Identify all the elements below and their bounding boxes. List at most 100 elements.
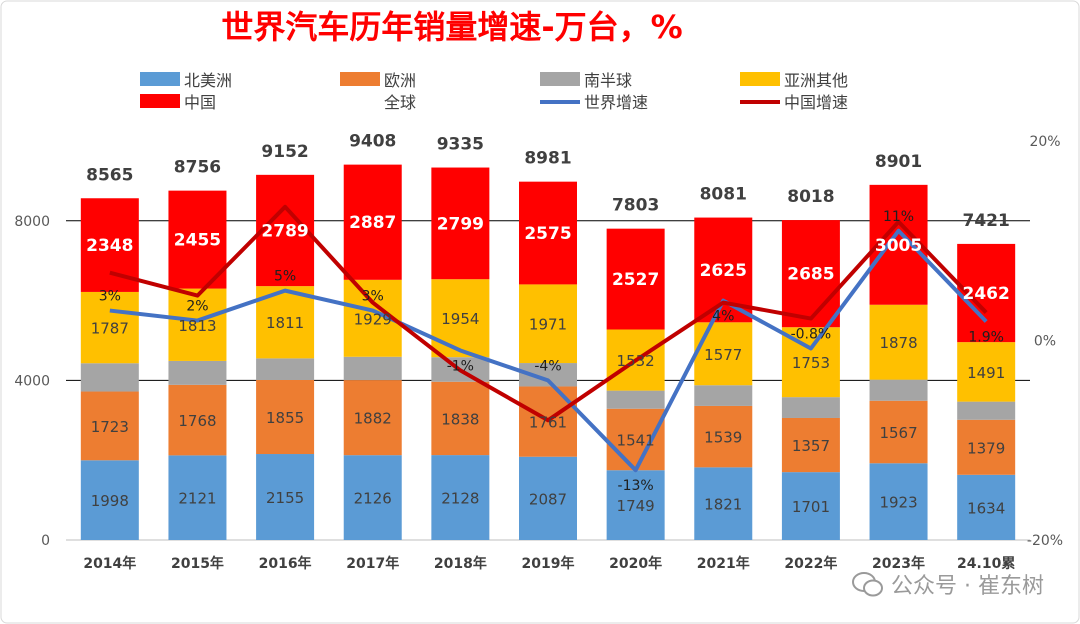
- legend-label: 南半球: [584, 71, 632, 90]
- bar-亚洲其他: [168, 288, 227, 361]
- bar-北美洲: [80, 460, 139, 540]
- bar-北美洲: [957, 474, 1016, 540]
- bar-value-label: 2087: [529, 490, 567, 508]
- total-label: 9152: [261, 142, 308, 162]
- bar-欧洲: [168, 384, 227, 456]
- bar-欧洲: [431, 381, 490, 456]
- bar-中国: [431, 167, 490, 280]
- growth-label: 2%: [186, 299, 208, 315]
- bar-value-label: 1838: [441, 410, 479, 428]
- total-label: 8565: [86, 165, 133, 185]
- watermark: 公众号 · 崔东树: [851, 568, 1044, 600]
- bar-value-label: 1753: [792, 354, 830, 372]
- bar-value-label: 2799: [437, 214, 484, 234]
- bar-value-label: 2348: [86, 236, 133, 256]
- growth-label: 11%: [883, 209, 914, 225]
- bar-北美洲: [694, 467, 753, 540]
- line-中国增速: [109, 204, 988, 423]
- bar-北美洲: [431, 455, 490, 540]
- y2-tick-label: 20%: [1029, 134, 1060, 150]
- bar-value-label: 1357: [792, 437, 830, 455]
- bar-value-label: 1882: [354, 410, 392, 428]
- bar-value-label: 1813: [178, 317, 216, 335]
- total-label: 9335: [437, 135, 484, 155]
- line-世界增速: [109, 228, 988, 473]
- total-label: 8081: [700, 185, 747, 205]
- bar-value-label: 2527: [612, 270, 659, 290]
- bar-南半球: [80, 363, 139, 392]
- growth-label: 3%: [362, 289, 384, 305]
- x-tick-label: 2023年: [872, 555, 925, 572]
- bar-value-label: 1749: [617, 497, 655, 515]
- bar-中国: [168, 190, 227, 289]
- bar-value-label: 2121: [178, 490, 216, 508]
- bar-value-label: 3005: [875, 236, 922, 256]
- growth-label: -13%: [618, 478, 654, 494]
- legend-label: 亚洲其他: [784, 71, 848, 90]
- bar-南半球: [606, 390, 665, 409]
- legend-label: 世界增速: [584, 93, 648, 112]
- bar-value-label: 1761: [529, 414, 567, 432]
- bar-value-label: 2462: [963, 284, 1010, 304]
- y-tick-label: 0: [41, 533, 50, 549]
- bar-欧洲: [694, 405, 753, 468]
- bar-欧洲: [80, 391, 139, 461]
- bar-value-label: 1768: [178, 412, 216, 430]
- legend-swatch: [140, 72, 180, 86]
- bar-value-label: 2128: [441, 490, 479, 508]
- bar-value-label: 1379: [967, 439, 1005, 457]
- bar-北美洲: [606, 470, 665, 540]
- bar-value-label: 2625: [700, 261, 747, 281]
- total-label: 8756: [174, 158, 221, 178]
- growth-label: 1.9%: [968, 330, 1004, 346]
- y2-tick-label: 0%: [1034, 334, 1056, 350]
- growth-label: 3%: [99, 289, 121, 305]
- x-tick-label: 2022年: [784, 555, 837, 572]
- bar-value-label: 2887: [349, 213, 396, 233]
- watermark-text: 公众号 · 崔东树: [891, 574, 1044, 599]
- axes: 0 4000 8000 -20% 0% 20% 2014年 2015年 2016年 2017年 20…: [14, 134, 1063, 572]
- bar-中国: [519, 181, 577, 285]
- bar-value-label: 1923: [879, 494, 917, 512]
- bar-北美洲: [343, 455, 402, 540]
- bar-value-label: 1998: [91, 492, 129, 510]
- bar-value-label: 1567: [879, 424, 917, 442]
- growth-label: -1%: [447, 358, 474, 374]
- bar-value-label: 1539: [704, 429, 742, 447]
- bar-欧洲: [957, 419, 1016, 475]
- total-label: 7421: [963, 211, 1010, 231]
- growth-label: 5%: [274, 269, 296, 285]
- bar-value-label: 1855: [266, 409, 304, 427]
- legend-label: 北美洲: [184, 71, 232, 90]
- bar-中国: [781, 220, 840, 328]
- x-tick-label: 2021年: [697, 555, 750, 572]
- bar-北美洲: [168, 455, 227, 540]
- bar-value-label: 1971: [529, 316, 567, 334]
- bar-value-label: 2455: [174, 231, 221, 251]
- x-tick-label: 2014年: [83, 555, 136, 572]
- x-tick-label: 2018年: [434, 555, 487, 572]
- x-tick-label: 2019年: [522, 555, 575, 572]
- bar-欧洲: [606, 408, 665, 471]
- bar-value-label: 2126: [354, 490, 392, 508]
- bar-value-label: 2789: [261, 221, 308, 241]
- wechat-icon: [852, 572, 884, 597]
- bar-北美洲: [869, 463, 928, 540]
- bar-中国: [343, 164, 402, 280]
- x-tick-label: 2015年: [171, 555, 224, 572]
- bar-value-label: 1954: [441, 310, 479, 328]
- data-labels: 1998 1723 1787 2348 8565 2121 1768 1813 2455 8756…: [86, 132, 1010, 518]
- bar-南半球: [343, 356, 402, 381]
- growth-label: -4%: [534, 358, 561, 374]
- bar-value-label: 2575: [524, 224, 571, 244]
- bar-南半球: [781, 397, 840, 418]
- bars: [80, 164, 1016, 540]
- legend-swatch: [140, 94, 180, 108]
- total-label: 7803: [612, 196, 659, 216]
- total-label: 8901: [875, 152, 922, 172]
- bar-value-label: 1541: [617, 431, 655, 449]
- bar-北美洲: [781, 472, 840, 540]
- bar-value-label: 2155: [266, 489, 304, 507]
